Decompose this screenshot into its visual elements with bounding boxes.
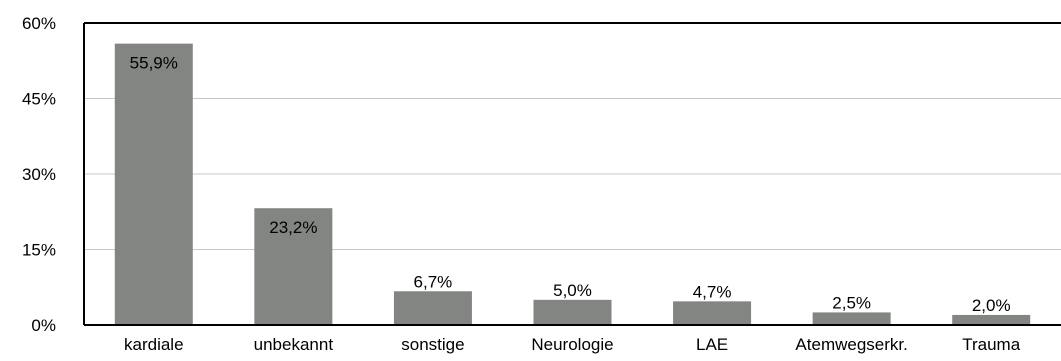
- y-tick-label: 15%: [22, 241, 56, 260]
- y-tick-label: 45%: [22, 90, 56, 109]
- data-label: 2,0%: [972, 296, 1011, 315]
- data-label: 23,2%: [269, 218, 317, 237]
- x-tick-label: Trauma: [962, 335, 1020, 354]
- x-tick-label: unbekannt: [254, 335, 334, 354]
- bar: [254, 208, 333, 325]
- bar: [533, 299, 612, 325]
- y-tick-label: 60%: [22, 14, 56, 33]
- data-label: 5,0%: [553, 281, 592, 300]
- bar: [673, 301, 752, 325]
- bar: [812, 312, 891, 325]
- bar: [114, 43, 193, 326]
- bar: [952, 314, 1031, 325]
- x-tick-label: Neurologie: [531, 335, 613, 354]
- x-tick-label: LAE: [696, 335, 728, 354]
- x-tick-label: kardiale: [124, 335, 184, 354]
- x-tick-label: sonstige: [401, 335, 464, 354]
- data-label: 6,7%: [414, 272, 453, 291]
- y-tick-label: 0%: [31, 316, 56, 335]
- x-tick-label: Atemwegserkr.: [795, 335, 907, 354]
- y-tick-label: 30%: [22, 165, 56, 184]
- bar: [393, 291, 472, 325]
- data-label: 55,9%: [130, 54, 178, 73]
- data-label: 4,7%: [693, 282, 732, 301]
- data-label: 2,5%: [832, 293, 871, 312]
